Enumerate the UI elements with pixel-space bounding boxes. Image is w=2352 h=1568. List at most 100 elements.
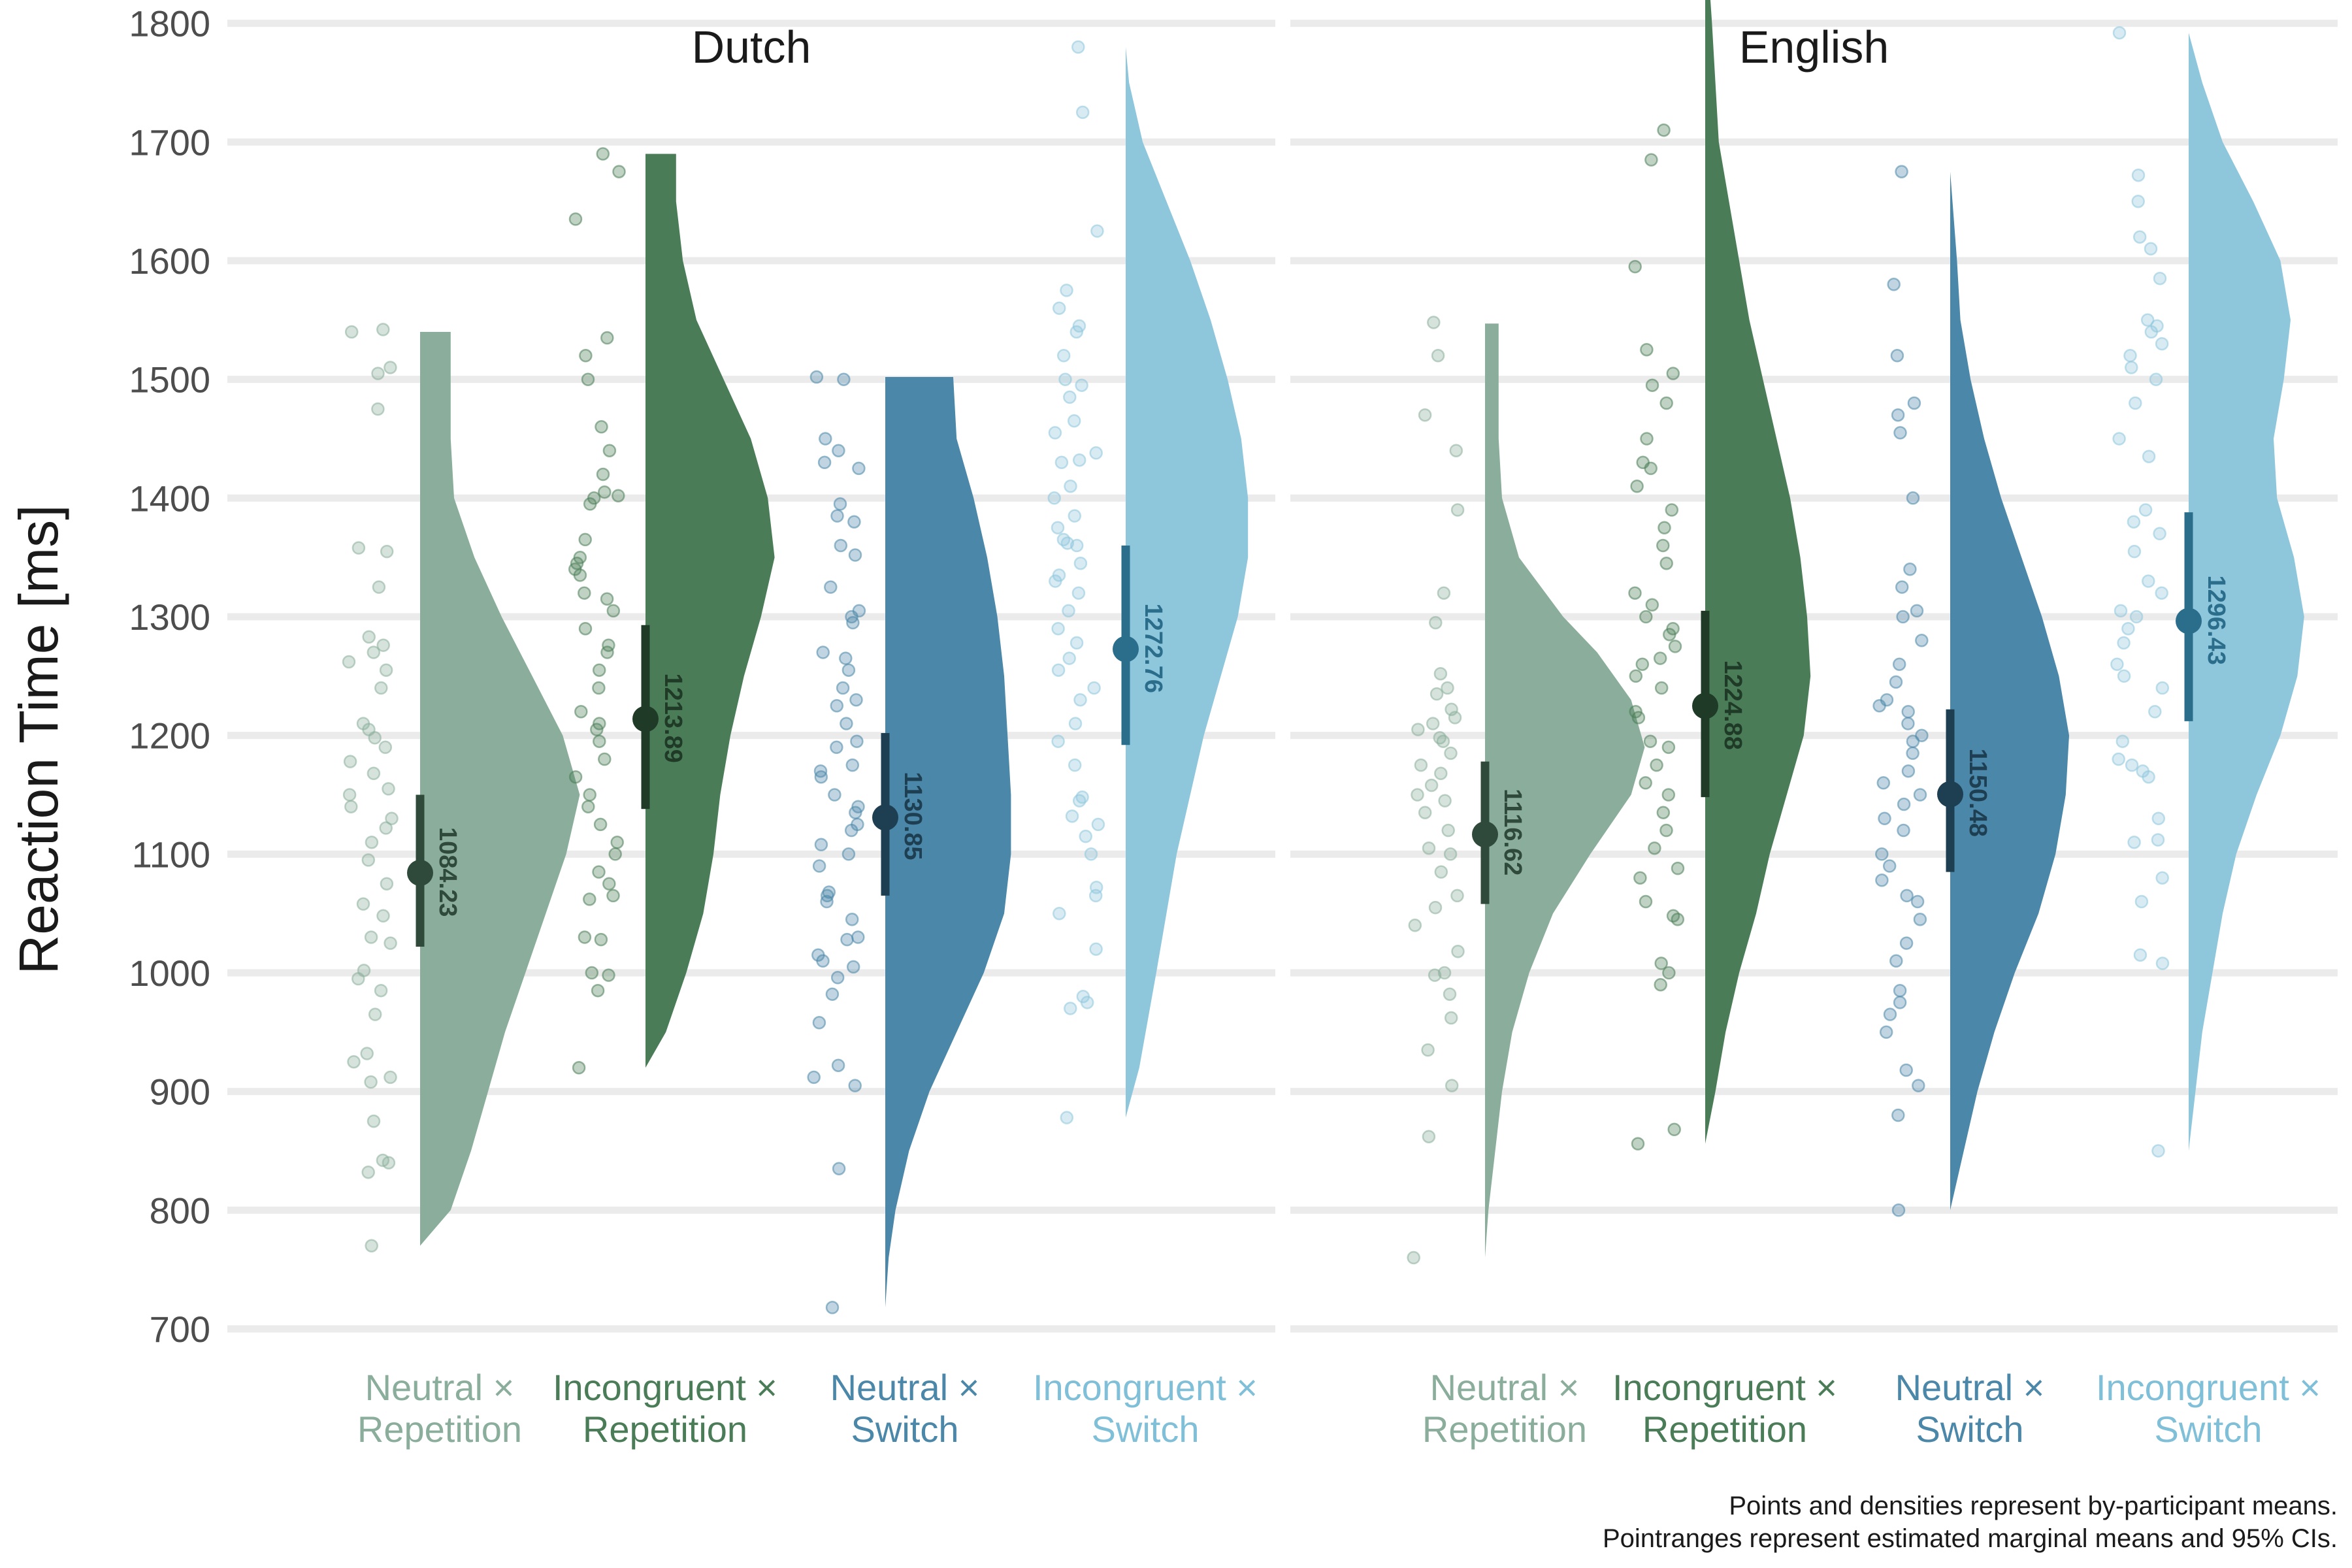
data-point (2129, 396, 2142, 410)
data-point (1068, 509, 1082, 523)
data-point (2131, 168, 2146, 182)
x-category-label-line: Switch (1092, 1409, 1200, 1450)
x-category-label-line: Repetition (1642, 1409, 1807, 1450)
data-point (1912, 1079, 1925, 1092)
data-point (2110, 657, 2124, 671)
data-point (380, 877, 394, 890)
data-point (356, 717, 370, 730)
data-point (1075, 790, 1089, 804)
data-point (2155, 336, 2169, 351)
data-point (2149, 372, 2163, 386)
data-point (2153, 271, 2167, 286)
data-point (1653, 651, 1667, 665)
data-point (1062, 651, 1076, 665)
data-point (807, 1070, 821, 1085)
data-point (1662, 966, 1676, 980)
data-point (592, 681, 606, 695)
data-point (1895, 165, 1908, 178)
data-point (1654, 956, 1668, 970)
data-point (1058, 372, 1072, 386)
data-point (2151, 833, 2165, 847)
data-point (602, 968, 615, 982)
data-point (1891, 1108, 1905, 1122)
data-point (385, 811, 399, 826)
data-point (1640, 432, 1654, 446)
data-point (376, 638, 390, 652)
data-point (1667, 1122, 1681, 1137)
data-point (2142, 449, 2156, 463)
data-point (1889, 954, 1903, 968)
data-point (1051, 734, 1065, 748)
data-point (2117, 636, 2131, 650)
data-point (1053, 906, 1066, 921)
y-tick-label: 1500 (129, 359, 210, 400)
x-category-label: Neutral × Switch (830, 1367, 980, 1450)
data-point (361, 1165, 375, 1179)
data-point (1891, 408, 1905, 422)
panel-title: Dutch (692, 22, 811, 73)
data-point (851, 817, 864, 832)
data-point (1443, 847, 1458, 861)
data-point (592, 663, 606, 677)
data-point (850, 734, 864, 748)
data-point (1892, 657, 1906, 671)
data-point (606, 889, 620, 903)
data-point (841, 663, 856, 677)
data-point (1063, 390, 1077, 404)
data-point (612, 165, 626, 178)
data-point (1079, 829, 1092, 843)
data-point (851, 930, 865, 944)
y-tick-label: 1100 (132, 834, 210, 875)
data-point (1441, 681, 1454, 695)
data-point (1433, 731, 1447, 745)
x-category-label-line: Switch (851, 1409, 959, 1450)
data-point (1060, 1111, 1074, 1124)
x-category-label: Incongruent × Switch (1033, 1367, 1258, 1450)
data-point (1915, 634, 1929, 647)
data-point (1631, 1137, 1645, 1151)
data-point (1445, 1079, 1459, 1092)
data-point (1654, 977, 1667, 992)
data-point (2155, 586, 2168, 600)
data-point (1051, 521, 1065, 534)
data-point (578, 532, 592, 547)
data-point (1089, 446, 1103, 460)
data-point (367, 766, 381, 781)
data-point (1656, 806, 1671, 819)
data-point (1444, 746, 1458, 760)
data-point (1072, 453, 1086, 467)
data-point (1913, 912, 1927, 926)
data-point (591, 983, 605, 998)
data-point (2125, 361, 2138, 374)
data-point (1451, 945, 1465, 958)
data-point (1640, 342, 1654, 357)
data-point (1411, 723, 1425, 736)
data-point (1891, 1203, 1906, 1217)
data-point (1087, 681, 1101, 695)
data-point (1628, 586, 1642, 600)
density-shape (645, 154, 775, 1068)
data-point (825, 1301, 840, 1315)
x-category-label-line: Repetition (1422, 1409, 1587, 1450)
mean-label: 1116.62 (1499, 789, 1526, 875)
data-point (1070, 636, 1084, 650)
data-point (817, 455, 832, 470)
data-point (2125, 758, 2139, 772)
data-point (836, 681, 850, 695)
data-point (600, 592, 614, 606)
data-point (379, 663, 393, 677)
data-point (1449, 444, 1463, 457)
data-point (1666, 367, 1680, 380)
data-point (371, 367, 385, 380)
data-point (1883, 1007, 1897, 1021)
x-category-label-line: Switch (2155, 1409, 2262, 1450)
data-point (1407, 1250, 1420, 1265)
data-point (1897, 797, 1911, 811)
data-point (593, 734, 606, 748)
data-point (1428, 900, 1443, 915)
data-point (837, 372, 851, 386)
data-point (830, 971, 845, 985)
data-point (364, 930, 378, 944)
data-point (1426, 717, 1440, 730)
